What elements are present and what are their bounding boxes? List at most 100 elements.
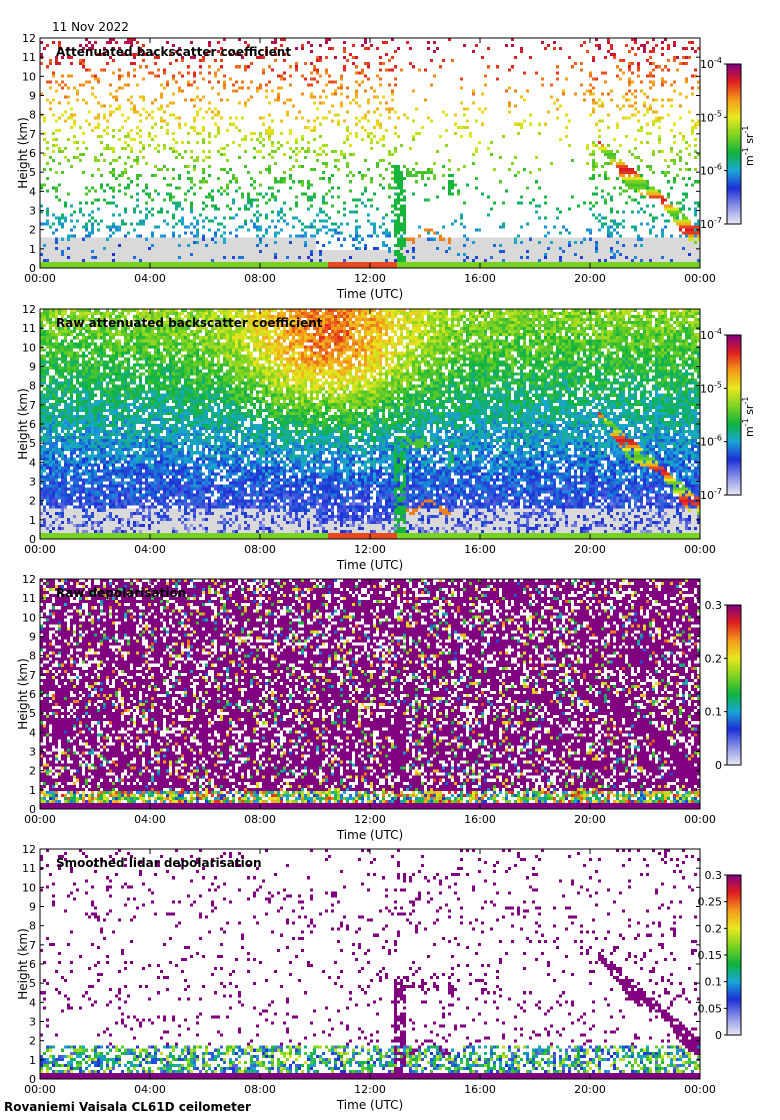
x-tick-label: 16:00 bbox=[464, 1083, 496, 1096]
y-tick-label: 4 bbox=[29, 726, 36, 739]
date-label: 11 Nov 2022 bbox=[52, 20, 129, 34]
x-tick-label: 04:00 bbox=[134, 272, 166, 285]
x-tick-label: 04:00 bbox=[134, 1083, 166, 1096]
y-tick-label: 2 bbox=[29, 1035, 36, 1048]
colorbar-tick-label: 0.15 bbox=[698, 949, 723, 962]
y-tick-label: 11 bbox=[22, 322, 36, 335]
heatmap-image bbox=[40, 38, 700, 268]
x-tick-label: 16:00 bbox=[464, 813, 496, 826]
y-tick-label: 11 bbox=[22, 51, 36, 64]
y-tick-label: 10 bbox=[22, 70, 36, 83]
y-tick-label: 4 bbox=[29, 456, 36, 469]
y-tick-label: 3 bbox=[29, 1016, 36, 1029]
y-tick-label: 5 bbox=[29, 166, 36, 179]
x-tick-label: 08:00 bbox=[244, 272, 276, 285]
colorbar-tick-label: 10-5 bbox=[700, 380, 722, 395]
colorbar-tick-label: 0 bbox=[715, 1029, 722, 1042]
colorbar-tick-label: 0.3 bbox=[705, 869, 723, 882]
y-tick-label: 6 bbox=[29, 147, 36, 160]
y-tick-label: 0 bbox=[29, 1073, 36, 1086]
chart-title: Attenuated backscatter coefficient bbox=[56, 45, 291, 59]
x-tick-label: 00:00 bbox=[684, 272, 716, 285]
y-tick-label: 8 bbox=[29, 109, 36, 122]
y-tick-label: 2 bbox=[29, 224, 36, 237]
y-tick-label: 9 bbox=[29, 90, 36, 103]
colorbar bbox=[726, 874, 742, 1036]
colorbar-tick-label: 10-5 bbox=[700, 109, 722, 124]
x-tick-label: 20:00 bbox=[574, 813, 606, 826]
x-tick-label: 12:00 bbox=[354, 1083, 386, 1096]
colorbar bbox=[726, 63, 742, 225]
colorbar-tick-label: 10-7 bbox=[700, 216, 722, 231]
colorbar-tick-label: 0.2 bbox=[705, 652, 723, 665]
x-axis-label: Time (UTC) bbox=[336, 1098, 403, 1112]
x-tick-label: 00:00 bbox=[24, 813, 56, 826]
colorbar-tick-label: 0 bbox=[715, 759, 722, 772]
y-tick-label: 7 bbox=[29, 669, 36, 682]
x-tick-label: 20:00 bbox=[574, 543, 606, 556]
x-tick-label: 12:00 bbox=[354, 813, 386, 826]
colorbar-tick-label: 0.3 bbox=[705, 599, 723, 612]
x-tick-label: 20:00 bbox=[574, 272, 606, 285]
y-tick-label: 0 bbox=[29, 262, 36, 275]
y-tick-label: 12 bbox=[22, 573, 36, 586]
y-tick-label: 9 bbox=[29, 901, 36, 914]
y-axis-label: Height (km) bbox=[16, 388, 30, 459]
y-tick-label: 11 bbox=[22, 862, 36, 875]
y-tick-label: 10 bbox=[22, 881, 36, 894]
y-tick-label: 2 bbox=[29, 765, 36, 778]
colorbar-tick-label: 0.2 bbox=[705, 922, 723, 935]
y-tick-label: 12 bbox=[22, 303, 36, 316]
y-tick-label: 1 bbox=[29, 784, 36, 797]
y-tick-label: 3 bbox=[29, 476, 36, 489]
y-tick-label: 4 bbox=[29, 996, 36, 1009]
y-tick-label: 10 bbox=[22, 611, 36, 624]
x-tick-label: 04:00 bbox=[134, 813, 166, 826]
y-tick-label: 11 bbox=[22, 592, 36, 605]
y-tick-label: 2 bbox=[29, 495, 36, 508]
chart-panel-2: Raw attenuated backscatter coefficient 0 1… bbox=[16, 303, 756, 572]
x-axis-label: Time (UTC) bbox=[336, 558, 403, 572]
x-tick-label: 00:00 bbox=[684, 813, 716, 826]
colorbar-tick-label: 10-4 bbox=[700, 327, 722, 342]
y-tick-label: 5 bbox=[29, 707, 36, 720]
y-axis-label: Height (km) bbox=[16, 117, 30, 188]
heatmap-image bbox=[40, 309, 700, 539]
colorbar-tick-label: 10-4 bbox=[700, 56, 722, 71]
colorbar-tick-label: 0.05 bbox=[698, 1002, 723, 1015]
y-tick-label: 3 bbox=[29, 746, 36, 759]
y-axis-label: Height (km) bbox=[16, 658, 30, 729]
chart-panel-1: Attenuated backscatter coefficient012345… bbox=[16, 32, 756, 301]
chart-title: Smoothed lidar depolarisation bbox=[56, 856, 262, 870]
chart-title: Raw attenuated backscatter coefficient bbox=[56, 316, 323, 330]
colorbar-units: m-1 sr-1 bbox=[741, 126, 756, 166]
x-tick-label: 00:00 bbox=[684, 1083, 716, 1096]
x-tick-label: 00:00 bbox=[24, 1083, 56, 1096]
chart-title: Raw depolarisation bbox=[56, 586, 186, 600]
x-tick-label: 08:00 bbox=[244, 543, 276, 556]
colorbar-tick-label: 0.25 bbox=[698, 896, 723, 909]
y-tick-label: 4 bbox=[29, 185, 36, 198]
y-tick-label: 1 bbox=[29, 1054, 36, 1067]
y-tick-label: 12 bbox=[22, 843, 36, 856]
y-tick-label: 7 bbox=[29, 128, 36, 141]
y-tick-label: 0 bbox=[29, 803, 36, 816]
x-axis-label: Time (UTC) bbox=[336, 287, 403, 301]
y-tick-label: 0 bbox=[29, 533, 36, 546]
y-tick-label: 6 bbox=[29, 418, 36, 431]
x-tick-label: 12:00 bbox=[354, 272, 386, 285]
y-tick-label: 3 bbox=[29, 205, 36, 218]
x-tick-label: 20:00 bbox=[574, 1083, 606, 1096]
x-tick-label: 16:00 bbox=[464, 543, 496, 556]
site-label: Rovaniemi Vaisala CL61D ceilometer bbox=[4, 1100, 251, 1114]
y-axis-label: Height (km) bbox=[16, 928, 30, 999]
x-tick-label: 16:00 bbox=[464, 272, 496, 285]
heatmap-image bbox=[40, 579, 700, 809]
y-tick-label: 7 bbox=[29, 939, 36, 952]
colorbar-tick-label: 0.1 bbox=[705, 976, 723, 989]
y-tick-label: 10 bbox=[22, 341, 36, 354]
x-tick-label: 08:00 bbox=[244, 813, 276, 826]
y-tick-label: 5 bbox=[29, 977, 36, 990]
colorbar-tick-label: 10-7 bbox=[700, 487, 722, 502]
